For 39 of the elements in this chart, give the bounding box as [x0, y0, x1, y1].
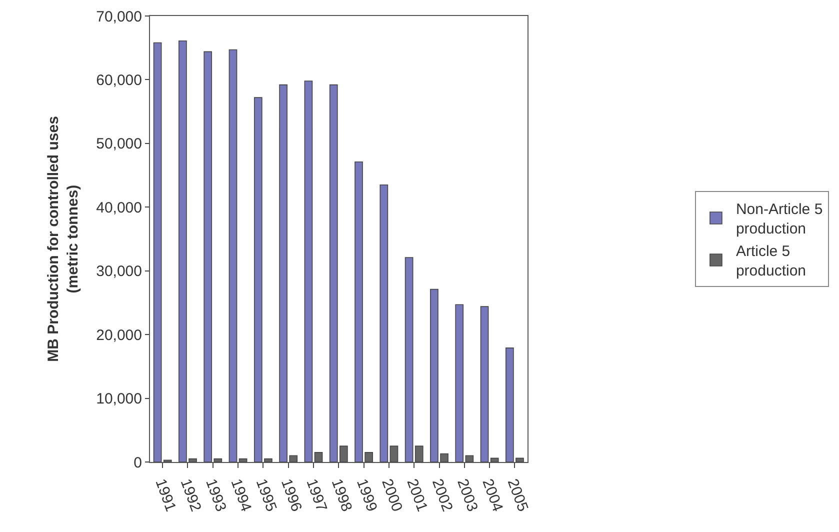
bar [228, 49, 238, 462]
x-tick-label: 1992 [176, 476, 204, 514]
x-tick-label: 1998 [328, 476, 356, 514]
y-tick-label: 20,000 [96, 326, 142, 344]
bar [490, 458, 499, 462]
bar [153, 42, 162, 462]
bar [304, 80, 313, 462]
x-tick-label: 1996 [278, 476, 305, 514]
y-tick-label: 50,000 [96, 136, 142, 153]
y-tick-label: 10,000 [96, 390, 142, 408]
x-tick-label: 1997 [302, 476, 330, 514]
y-tick-label: 30,000 [96, 263, 142, 280]
x-tick-label: 1993 [202, 476, 230, 514]
bar [380, 184, 388, 462]
x-tick-label: 2002 [428, 476, 456, 514]
bar [238, 458, 248, 462]
bar [414, 446, 424, 462]
y-tick-label: 70,000 [96, 8, 142, 26]
bar [480, 306, 489, 462]
y-tick-label: 60,000 [96, 72, 142, 89]
bar [465, 455, 474, 462]
x-tick-label: 2001 [403, 476, 431, 514]
bar [455, 304, 464, 462]
x-tick-label: 1995 [252, 476, 280, 514]
x-tick-label: 1999 [352, 476, 380, 514]
x-tick-label: 2003 [454, 476, 481, 514]
x-tick-label: 2005 [504, 476, 532, 514]
y-tick-label: 0 [134, 454, 142, 472]
x-tick-label: 1994 [227, 476, 255, 514]
y-axis-title: MB Production for controlled uses (metric tonnes) [44, 116, 82, 362]
bar [314, 452, 323, 462]
x-tick-label: 2004 [478, 476, 506, 514]
bar [404, 257, 414, 462]
bar [390, 446, 398, 462]
x-tick-label: 2000 [378, 476, 406, 514]
legend-label: Article 5 production [736, 243, 806, 280]
x-tick-label: 1991 [152, 476, 180, 514]
legend-label: Non-Article 5 production [736, 201, 823, 238]
y-tick-label: 40,000 [96, 199, 142, 216]
